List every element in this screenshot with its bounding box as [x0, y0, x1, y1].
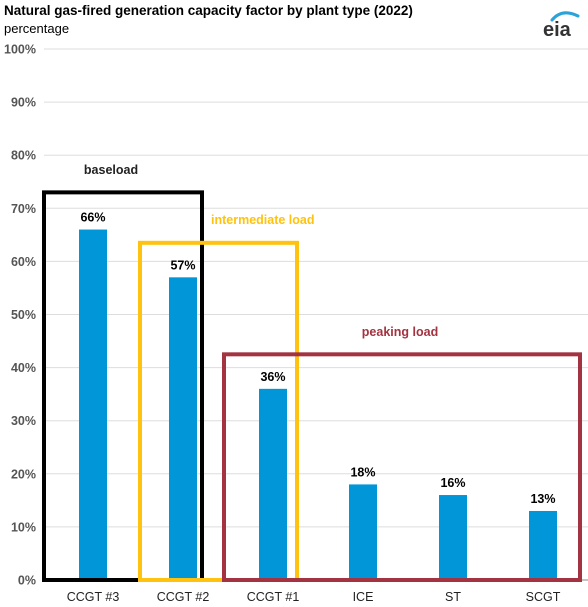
- intermediate-load-box: [138, 240, 299, 582]
- bar-ccgt-3: [79, 229, 107, 581]
- bar-ccgt-1: [259, 388, 287, 580]
- chart-subtitle: percentage: [4, 21, 70, 36]
- bar-ice: [349, 484, 377, 580]
- eia-logo-text: eia: [543, 19, 572, 40]
- x-tick-label: SCGT: [526, 590, 561, 604]
- x-tick-label: CCGT #1: [247, 590, 300, 604]
- data-label: 66%: [80, 211, 105, 225]
- peaking-load-box: [222, 352, 582, 583]
- y-tick-label: 70%: [11, 202, 36, 216]
- x-tick-label: ICE: [353, 590, 374, 604]
- data-label: 36%: [260, 370, 285, 384]
- x-tick-label: CCGT #3: [67, 590, 120, 604]
- y-tick-label: 10%: [11, 520, 36, 534]
- data-label: 18%: [350, 465, 375, 479]
- y-tick-label: 100%: [4, 43, 36, 57]
- peaking-load-label: peaking load: [362, 325, 438, 339]
- eia-logo-arc: [550, 11, 580, 22]
- x-tick-label: CCGT #2: [157, 590, 210, 604]
- bar-st: [439, 495, 467, 580]
- eia-logo: eia: [543, 11, 580, 40]
- intermediate-load-label: intermediate load: [211, 213, 315, 227]
- data-label: 16%: [440, 476, 465, 490]
- y-tick-label: 0%: [18, 574, 36, 588]
- y-tick-label: 90%: [11, 96, 36, 110]
- y-tick-label: 20%: [11, 467, 36, 481]
- y-tick-label: 80%: [11, 149, 36, 163]
- chart-title: Natural gas-fired generation capacity fa…: [4, 3, 413, 18]
- data-label: 57%: [170, 258, 195, 272]
- bar-ccgt-2: [169, 277, 197, 580]
- y-tick-label: 40%: [11, 361, 36, 375]
- x-tick-label: ST: [445, 590, 461, 604]
- baseload-box: [42, 190, 204, 582]
- y-tick-label: 50%: [11, 308, 36, 322]
- data-label: 13%: [530, 492, 555, 506]
- bar-scgt: [529, 510, 557, 580]
- baseload-label: baseload: [84, 163, 138, 177]
- y-tick-label: 60%: [11, 255, 36, 269]
- y-tick-label: 30%: [11, 414, 36, 428]
